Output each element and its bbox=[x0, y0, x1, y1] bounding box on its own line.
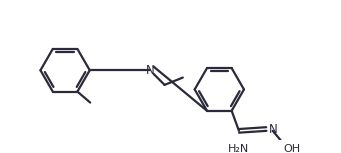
Text: N: N bbox=[146, 64, 154, 77]
Text: N: N bbox=[269, 123, 278, 136]
Text: H₂N: H₂N bbox=[228, 144, 249, 153]
Text: OH: OH bbox=[284, 144, 301, 153]
